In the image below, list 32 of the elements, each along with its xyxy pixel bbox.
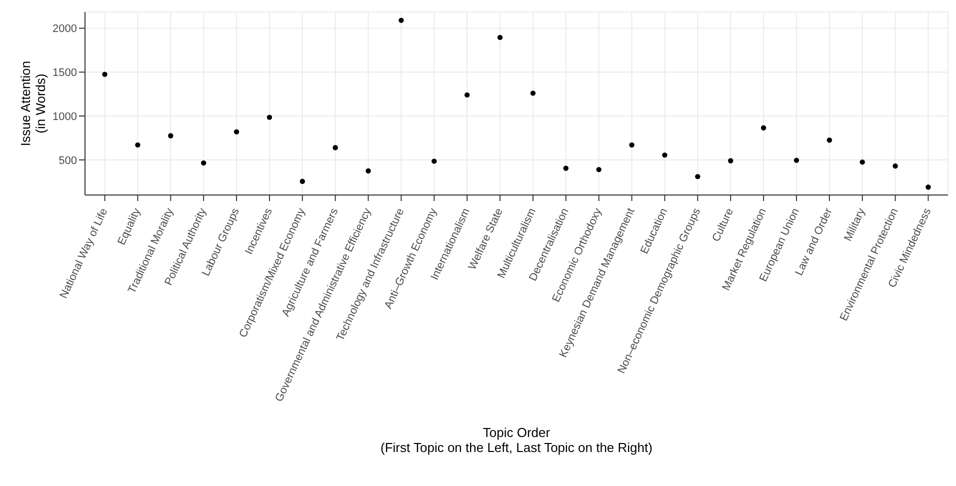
point [464,92,470,98]
x-axis-title: Topic Order (First Topic on the Left, Last Topic on the Right) [380,425,652,455]
point [135,142,140,148]
y-axis-title: Issue Attention (in Words) [18,60,48,146]
point [662,152,668,158]
point [860,159,865,165]
point [794,158,800,163]
point [332,145,338,150]
point [102,72,108,77]
point [926,184,931,190]
point [432,158,437,164]
y-tick-label: 2000 [52,23,77,36]
y-tick-label: 1500 [52,67,77,80]
point [596,166,602,172]
point [168,133,174,138]
point [695,174,700,180]
point [266,114,272,120]
point [728,158,734,164]
y-tick-label: 500 [58,154,77,167]
y-tick-label: 1000 [52,110,77,123]
point [826,138,832,143]
point [497,34,503,40]
point [563,166,569,171]
point [366,168,371,174]
point [398,18,404,23]
point [200,160,206,166]
point [760,125,766,130]
point [629,142,634,148]
point [300,178,305,184]
point [892,163,898,169]
point [234,129,240,134]
point [530,90,536,96]
